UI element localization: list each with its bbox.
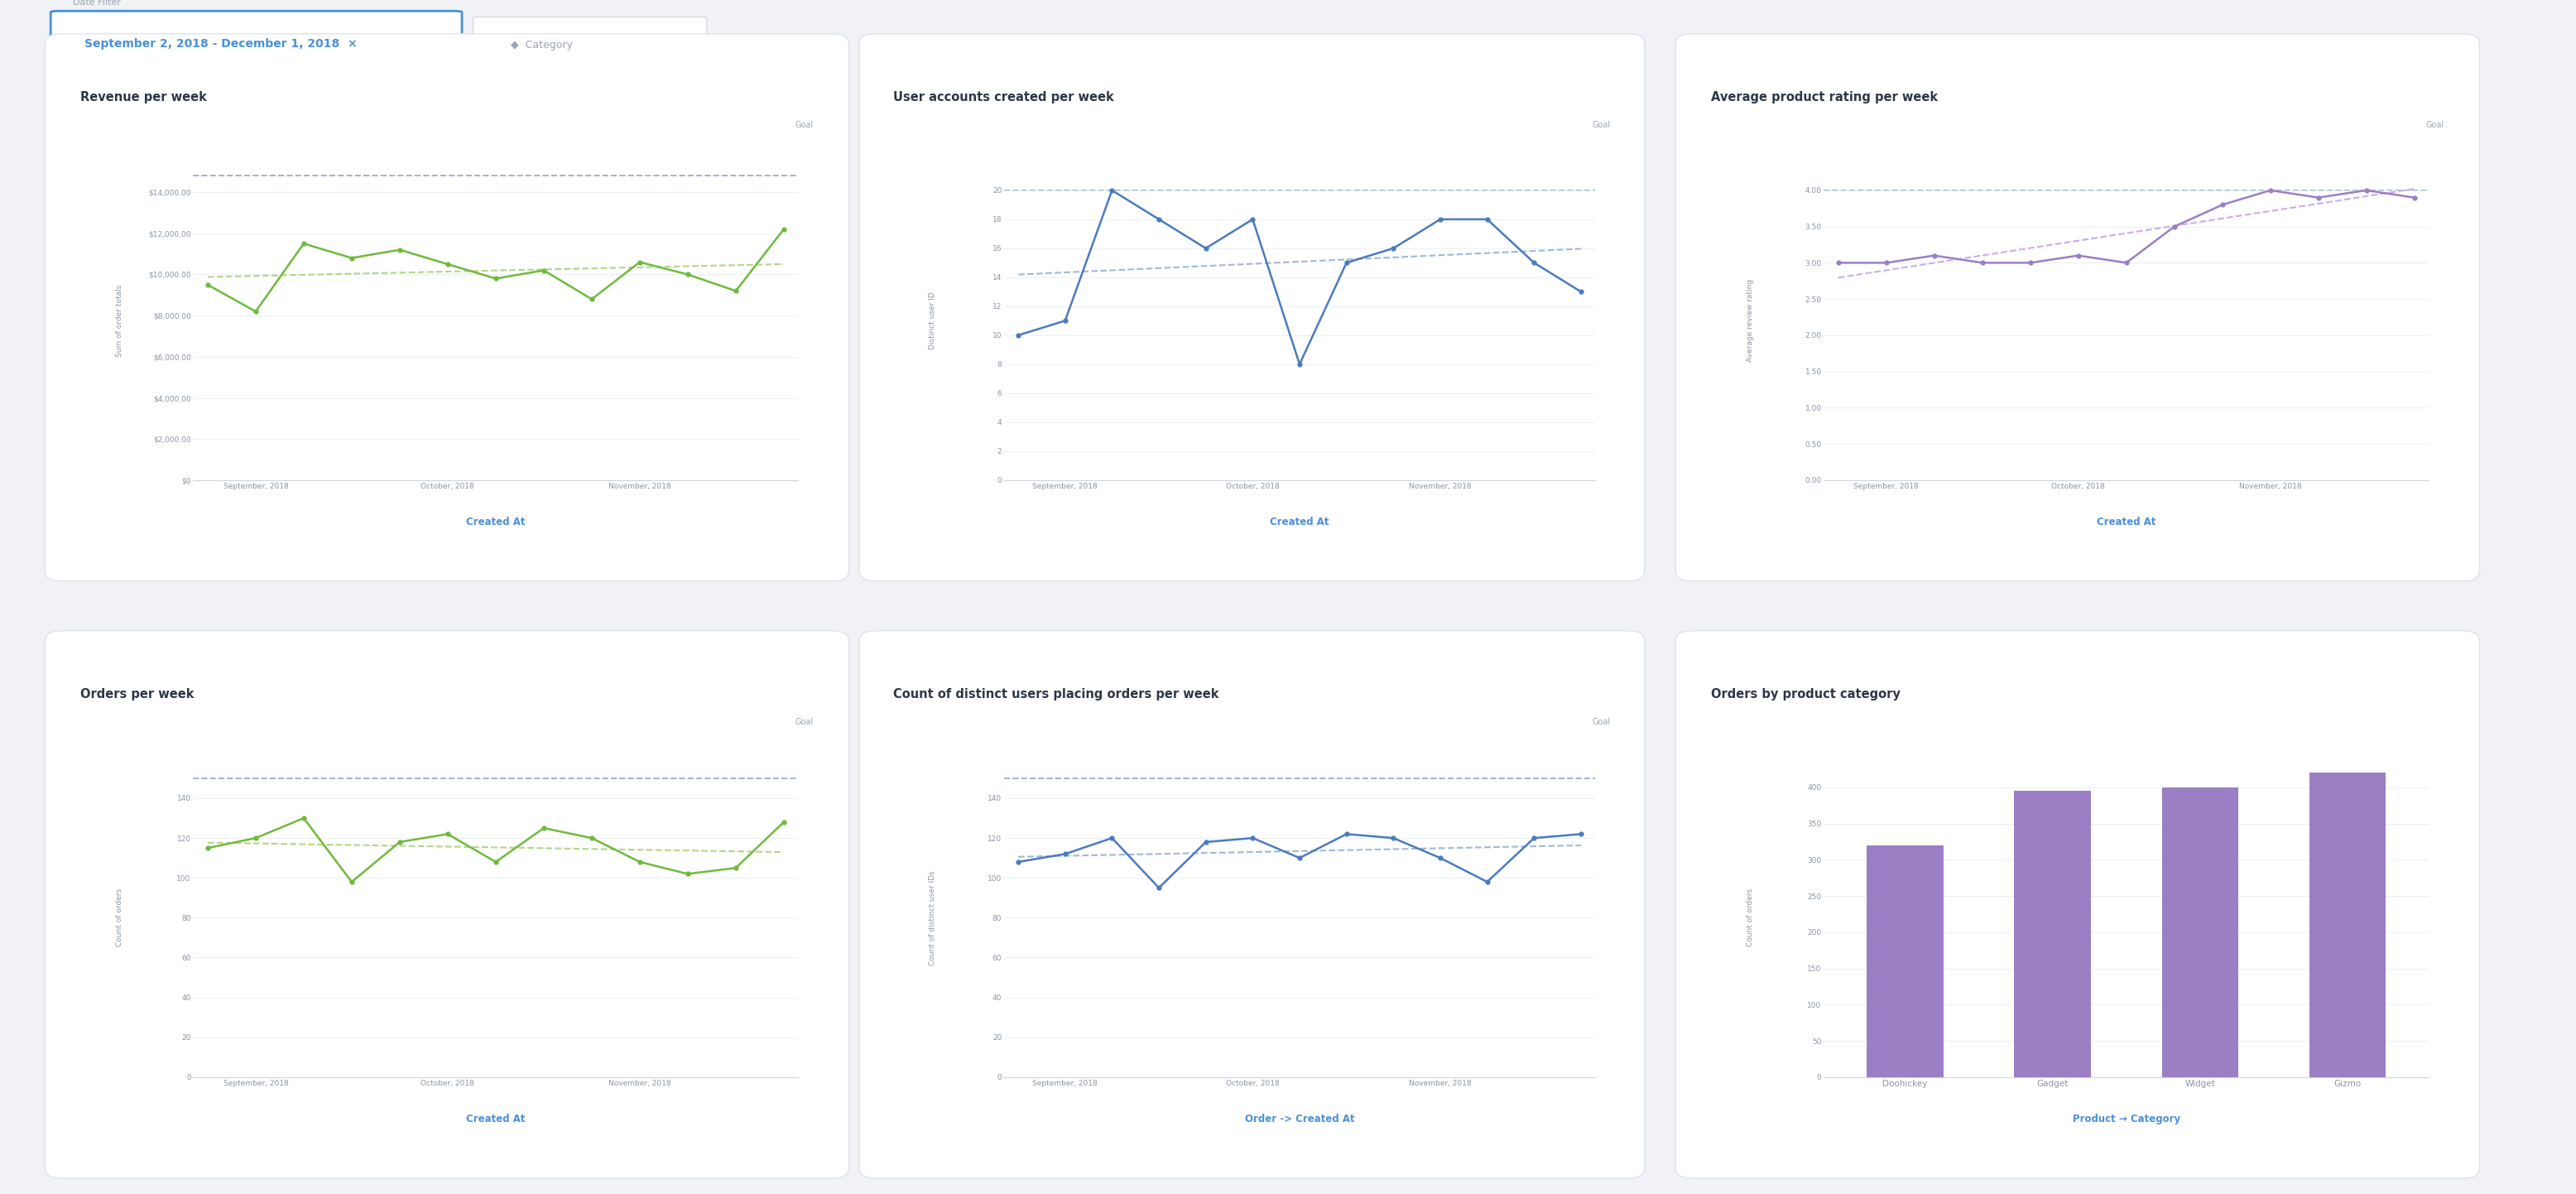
Text: Goal: Goal: [1592, 121, 1610, 129]
Text: Created At: Created At: [466, 517, 526, 528]
Text: User accounts created per week: User accounts created per week: [894, 92, 1115, 104]
Text: Average review rating: Average review rating: [1747, 279, 1754, 362]
Text: Order -> Created At: Order -> Created At: [1244, 1114, 1355, 1125]
Bar: [2161, 787, 2239, 1077]
Text: Revenue per week: Revenue per week: [80, 92, 206, 104]
Text: Product → Category: Product → Category: [2074, 1114, 2179, 1125]
Text: Created At: Created At: [1270, 517, 1329, 528]
Text: ◆  Category: ◆ Category: [510, 39, 572, 50]
FancyBboxPatch shape: [474, 17, 706, 73]
Text: Average product rating per week: Average product rating per week: [1710, 92, 1937, 104]
Text: Date Filter: Date Filter: [72, 0, 121, 7]
Text: Goal: Goal: [2427, 121, 2445, 129]
Text: Created At: Created At: [466, 1114, 526, 1125]
FancyBboxPatch shape: [44, 630, 850, 1178]
FancyBboxPatch shape: [52, 11, 461, 75]
Text: Orders by product category: Orders by product category: [1710, 689, 1901, 701]
Text: Goal: Goal: [1592, 718, 1610, 726]
Text: Count of distinct user IDs: Count of distinct user IDs: [927, 870, 935, 965]
FancyBboxPatch shape: [44, 33, 850, 581]
FancyBboxPatch shape: [1674, 630, 2481, 1178]
Text: Count of orders: Count of orders: [1747, 888, 1754, 947]
Text: Goal: Goal: [796, 718, 814, 726]
Bar: [2014, 790, 2092, 1077]
Text: Goal: Goal: [796, 121, 814, 129]
Text: Distinct user ID: Distinct user ID: [927, 291, 935, 350]
Text: Count of distinct users placing orders per week: Count of distinct users placing orders p…: [894, 689, 1218, 701]
Text: Created At: Created At: [2097, 517, 2156, 528]
Text: Sum of order totals: Sum of order totals: [116, 284, 124, 357]
FancyBboxPatch shape: [1674, 33, 2481, 581]
Bar: [2308, 773, 2385, 1077]
FancyBboxPatch shape: [860, 33, 1643, 581]
Bar: [1868, 845, 1942, 1077]
Text: Count of orders: Count of orders: [116, 888, 124, 947]
FancyBboxPatch shape: [860, 630, 1643, 1178]
Text: Orders per week: Orders per week: [80, 689, 193, 701]
Text: September 2, 2018 - December 1, 2018  ×: September 2, 2018 - December 1, 2018 ×: [85, 38, 358, 50]
